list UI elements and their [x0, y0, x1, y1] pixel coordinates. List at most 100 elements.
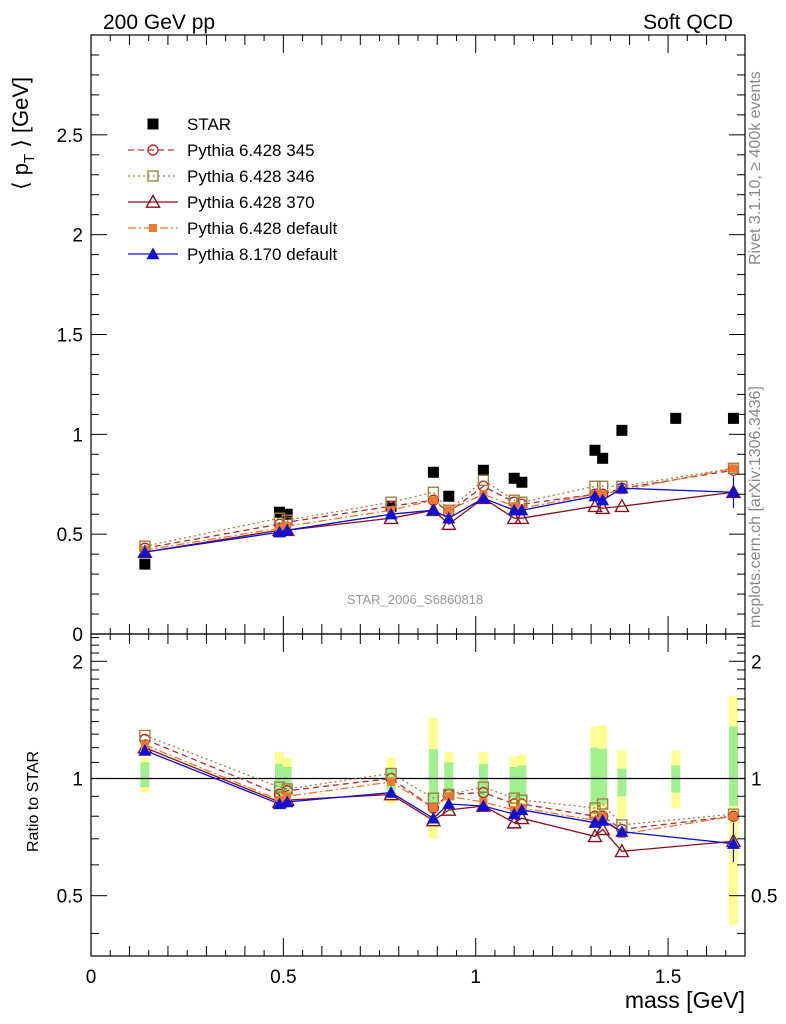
main-series-layer — [137, 412, 742, 570]
uncertainty-band-inner — [517, 765, 527, 799]
uncertainty-band-inner — [444, 762, 454, 801]
main-series-0-point — [274, 506, 286, 518]
ratio-series-4-point — [138, 743, 152, 756]
legend-label-3: Pythia 6.428 370 — [187, 193, 315, 212]
ratio-series-3-point — [729, 812, 738, 821]
ratio-series-4-point — [280, 795, 294, 808]
main-series-5-point — [280, 523, 294, 536]
ratio-series-4-point — [596, 813, 610, 826]
ratio-series-1-point — [273, 781, 286, 793]
ratio-y-tick-label: 2 — [72, 652, 83, 673]
header-right: Soft QCD — [643, 11, 733, 34]
main-series-4-point — [444, 506, 453, 515]
legend-marker-3 — [145, 194, 161, 208]
uncertainty-band-inner — [275, 763, 285, 799]
main-ylabel-part-3: ⟩ [GeV] — [8, 77, 33, 154]
ratio-series-4-point — [615, 825, 629, 837]
main-series-3-point — [594, 500, 611, 515]
x-tick-label: 0 — [86, 967, 97, 988]
main-series-5-point — [515, 503, 529, 516]
main-y-tick-label: 0 — [72, 625, 83, 646]
ratio-y-tick-label: 0.5 — [57, 887, 83, 908]
main-series-5-point — [442, 511, 456, 524]
main-series-4-point — [429, 496, 438, 505]
ratio-series-4-point — [476, 799, 490, 812]
legend-label-1: Pythia 6.428 345 — [187, 141, 315, 160]
main-series-5-point — [588, 489, 602, 502]
main-series-5-point — [476, 491, 490, 504]
x-tick-label: 1.5 — [655, 967, 681, 988]
main-series-3-point — [441, 516, 457, 531]
uncertainty-band-inner — [728, 726, 738, 806]
legend-marker-0 — [147, 118, 159, 130]
ratio-series-4-point — [442, 797, 456, 810]
main-series-3-point — [614, 498, 630, 513]
x-tick-label: 1 — [470, 967, 481, 988]
main-series-2-line — [144, 467, 734, 547]
ratio-series-3-point — [429, 803, 438, 812]
header-left: 200 GeV pp — [103, 11, 215, 34]
ratio-series-4-point — [384, 786, 398, 798]
main-series-0-point — [427, 466, 439, 478]
ratio-series-1-line — [144, 734, 734, 826]
legend-label-2: Pythia 6.428 346 — [187, 167, 315, 186]
uncertainty-band-inner — [598, 749, 608, 804]
main-series-2-point — [727, 462, 740, 474]
ratio-series-2-point — [587, 828, 603, 843]
uncertainty-band-inner — [140, 762, 150, 788]
main-series-5-point — [384, 507, 398, 520]
ratio-series-1-point — [477, 781, 490, 793]
legend-label-0: STAR — [187, 115, 231, 134]
uncertainty-band-inner — [282, 767, 292, 797]
main-series-0-point — [516, 476, 528, 488]
main-y-tick-label: 2 — [72, 226, 83, 247]
ratio-series-1-point — [596, 798, 609, 810]
ratio-series-2-point — [441, 802, 457, 816]
main-series-0-point — [589, 444, 601, 456]
ratio-y-tick-label-right: 2 — [751, 652, 762, 673]
ratio-series-2-point — [614, 843, 630, 858]
main-y-tick-label: 0.5 — [57, 525, 83, 546]
legend-marker-5 — [146, 247, 160, 260]
main-series-3-point — [506, 510, 522, 525]
legend-label-5: Pythia 8.170 default — [187, 245, 338, 264]
side-label-top: Rivet 3.1.10, ≥ 400k events — [747, 71, 764, 265]
ratio-y-tick-label-right: 1 — [751, 769, 762, 790]
main-series-0-point — [508, 472, 520, 484]
main-y-tick-label: 1 — [72, 425, 83, 446]
main-ylabel: ⟨ pT ⟩ [GeV] — [8, 77, 38, 190]
main-series-5-point — [615, 481, 629, 494]
main-series-0-point — [139, 558, 151, 570]
main-series-0-point — [616, 424, 628, 436]
main-series-0-point — [597, 452, 609, 464]
axes-layer: 0 0.5 1 1.5 2 2.5 0 0.5 1 1.5 0.5 0.5 1 1 2 2 — [57, 34, 777, 988]
main-series-5-point — [426, 503, 440, 516]
ratio-ylabel: Ratio to STAR — [25, 751, 42, 852]
side-label-bottom: mcplots.cern.ch [arXiv:1306.3436] — [747, 386, 764, 628]
ratio-y-tick-label: 1 — [72, 769, 83, 790]
main-ylabel-subscript: T — [21, 154, 38, 163]
ratio-series-3-point — [444, 792, 453, 801]
ratio-series-1-point — [589, 802, 601, 814]
ratio-series-2-point — [506, 814, 522, 829]
ratio-series-layer — [137, 729, 742, 863]
main-series-0-point — [727, 412, 739, 424]
legend-label-4: Pythia 6.428 default — [187, 219, 338, 238]
main-series-3-point — [587, 498, 603, 513]
x-tick-label: 0.5 — [270, 967, 296, 988]
legend-marker-4 — [149, 224, 157, 232]
ratio-series-1-point — [427, 792, 440, 804]
main-series-2-point — [477, 474, 490, 486]
legend: STAR Pythia 6.428 345 Pythia 6.428 346 Pyth… — [128, 115, 338, 264]
main-series-0-point — [443, 490, 455, 502]
legend-marker-2 — [147, 170, 159, 182]
legend-marker-1 — [147, 144, 159, 156]
main-series-5-point — [138, 545, 152, 558]
uncertainty-band-inner — [590, 747, 600, 806]
main-series-0-point — [670, 412, 682, 424]
uncertainty-band-inner — [478, 763, 488, 799]
ratio-y-tick-label-right: 0.5 — [751, 887, 777, 908]
main-series-5-point — [596, 493, 610, 506]
main-series-0-point — [477, 464, 489, 476]
